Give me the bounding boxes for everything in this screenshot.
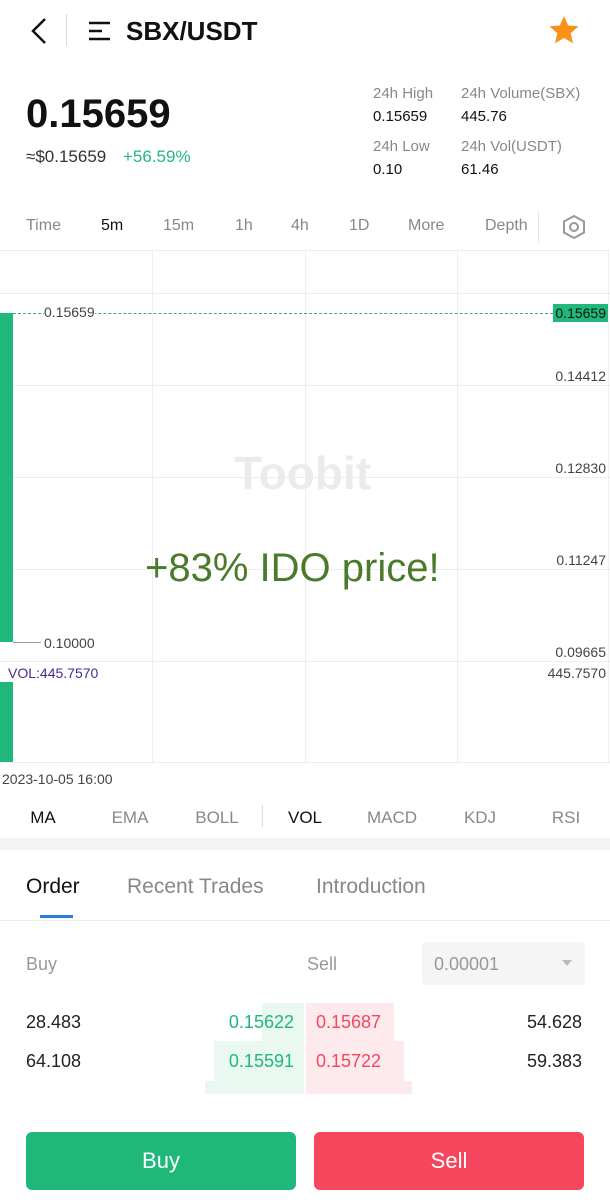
sell-button[interactable]: Sell: [314, 1132, 584, 1190]
interval-tab[interactable]: Time: [26, 217, 61, 234]
indicator-tab[interactable]: MACD: [366, 808, 418, 827]
annotation: +83% IDO price!: [145, 546, 440, 590]
buy-depth: [214, 1041, 304, 1081]
grid-line: [457, 250, 458, 762]
sell-amount: 59.383: [526, 1051, 582, 1071]
grid-line: [152, 250, 153, 762]
stat-value: 0.10: [373, 161, 403, 178]
grid-line: [608, 250, 609, 762]
interval-tab[interactable]: More: [408, 217, 445, 234]
sell-depth: [306, 1003, 394, 1041]
interval-tab[interactable]: 1h: [235, 217, 253, 234]
divider: [538, 211, 539, 243]
buy-depth: [205, 1081, 304, 1095]
divider: [0, 920, 610, 921]
sell-column-label: Sell: [307, 954, 338, 974]
price-axis-label: 0.14412: [555, 368, 606, 384]
buy-amount: 64.108: [26, 1051, 82, 1071]
grid-line: [0, 762, 610, 763]
indicator-tab[interactable]: EMA: [111, 808, 149, 827]
separator: [0, 838, 610, 850]
buy-price: 0.15591: [228, 1051, 294, 1071]
sell-price: 0.15722: [316, 1051, 382, 1071]
section-tab[interactable]: Recent Trades: [127, 875, 264, 898]
low-label: 0.10000: [44, 635, 95, 651]
grid-line: [305, 250, 306, 762]
menu-icon[interactable]: [88, 20, 114, 42]
dropdown-arrow: [562, 960, 572, 966]
precision-value: 0.00001: [434, 954, 500, 974]
section-tab[interactable]: Introduction: [316, 875, 426, 898]
stat-label: 24h Vol(USDT): [461, 138, 562, 155]
back-icon[interactable]: [28, 16, 50, 46]
last-price: 0.15659: [26, 92, 171, 136]
current-price-tag: 0.15659: [553, 304, 608, 322]
indicator-tab[interactable]: RSI: [551, 808, 581, 827]
price-change: +56.59%: [123, 147, 191, 166]
indicator-tab[interactable]: BOLL: [195, 808, 239, 827]
interval-tab[interactable]: 1D: [349, 217, 370, 234]
stat-value: 0.15659: [373, 108, 428, 125]
high-label: 0.15659: [44, 304, 95, 320]
sell-price: 0.15687: [316, 1012, 382, 1032]
time-label: 2023-10-05 16:00: [2, 771, 113, 787]
sell-depth: [306, 1081, 412, 1095]
settings-icon[interactable]: [561, 214, 587, 240]
buy-price: 0.15622: [228, 1012, 294, 1032]
volume-label: VOL:445.7570: [8, 665, 99, 681]
stat-label: 24h High: [373, 85, 434, 102]
buy-button[interactable]: Buy: [26, 1132, 296, 1190]
buy-depth: [262, 1003, 304, 1041]
price-axis-label: 0.09665: [555, 644, 606, 660]
stat-label: 24h Low: [373, 138, 430, 155]
volume-axis-label: 445.7570: [547, 665, 606, 681]
price-axis-label: 0.12830: [555, 460, 606, 476]
buy-column-label: Buy: [26, 954, 58, 974]
price-line: [13, 313, 553, 314]
low-tick: [13, 642, 41, 643]
pair-title: SBX/USDT: [126, 16, 258, 46]
indicator-tab[interactable]: MA: [30, 808, 56, 827]
sell-depth: [306, 1041, 404, 1081]
sell-amount: 54.628: [526, 1012, 582, 1032]
volume-bar: [0, 682, 13, 762]
divider: [262, 805, 263, 827]
stat-value: 445.76: [461, 108, 507, 125]
watermark: Toobit: [234, 447, 372, 499]
favorite-star[interactable]: [548, 14, 580, 46]
indicator-tab[interactable]: KDJ: [463, 808, 497, 827]
price-axis-label: 0.11247: [556, 552, 606, 568]
usd-price: ≈$0.15659: [26, 147, 107, 166]
indicator-tab[interactable]: VOL: [287, 808, 323, 827]
precision-select[interactable]: [422, 942, 585, 985]
tab-indicator: [40, 915, 73, 918]
interval-tab[interactable]: 5m: [101, 217, 124, 234]
stat-value: 61.46: [461, 161, 499, 178]
buy-amount: 28.483: [26, 1012, 82, 1032]
section-tab[interactable]: Order: [26, 875, 80, 898]
interval-tab[interactable]: 15m: [163, 217, 195, 234]
interval-tab[interactable]: 4h: [291, 217, 309, 234]
candle: [0, 313, 13, 642]
interval-tab[interactable]: Depth: [485, 217, 528, 234]
stat-label: 24h Volume(SBX): [461, 85, 581, 102]
divider: [66, 14, 67, 46]
